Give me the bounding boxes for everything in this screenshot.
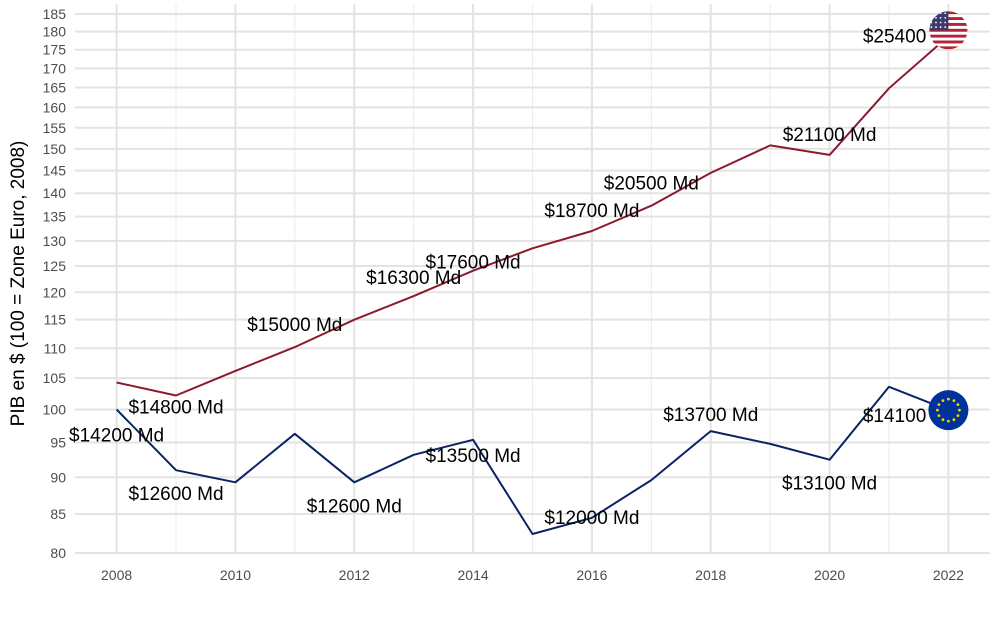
y-tick-label: 135 <box>43 209 67 225</box>
y-tick-label: 155 <box>43 120 67 136</box>
data-label: $13500 Md <box>426 446 521 467</box>
y-tick-label: 160 <box>43 99 67 115</box>
us-flag-star <box>930 16 933 19</box>
data-label: $12600 Md <box>307 496 402 517</box>
us-flag-star <box>935 16 937 19</box>
series-lines <box>115 35 950 535</box>
data-label: $18700 Md <box>544 201 639 222</box>
series-line-2 <box>115 385 949 535</box>
data-label: $21100 Md <box>783 125 877 146</box>
y-tick-label: 130 <box>43 233 67 249</box>
eu-flag-icon <box>928 390 969 431</box>
y-tick-label: 145 <box>43 163 67 179</box>
data-label: $13100 Md <box>782 474 877 495</box>
us-flag-stripe <box>929 40 968 44</box>
us-flag-star <box>939 12 942 15</box>
eu-flag-star <box>936 408 939 412</box>
us-flag-star <box>935 26 937 28</box>
y-axis-ticks: 80 85 90 95 100 105 110 115 120 125 130 135 140 145 15… <box>43 6 67 561</box>
y-tick-label: 150 <box>43 141 67 157</box>
y-tick-label: 185 <box>43 6 67 22</box>
y-axis-label: PIB en $ (100 = Zone Euro, 2008) <box>8 141 29 427</box>
series-flags <box>928 11 969 431</box>
us-flag-star <box>939 16 942 19</box>
x-tick-label: 2016 <box>576 567 607 583</box>
y-tick-label: 90 <box>50 469 66 485</box>
data-label: $14200 Md <box>69 426 164 447</box>
us-flag-star <box>944 21 947 24</box>
eu-flag-star <box>952 418 956 422</box>
eu-flag-star <box>956 414 960 418</box>
x-tick-label: 2022 <box>933 567 964 583</box>
x-tick-label: 2018 <box>695 567 726 583</box>
x-tick-label: 2012 <box>339 567 370 583</box>
y-tick-label: 110 <box>44 340 67 356</box>
y-tick-label: 140 <box>43 185 67 201</box>
eu-flag-star <box>937 414 941 418</box>
us-flag-star <box>930 21 933 24</box>
y-tick-label: 125 <box>43 258 67 274</box>
data-label: $12600 Md <box>128 484 223 505</box>
x-tick-label: 2008 <box>101 567 132 583</box>
eu-flag-star <box>952 399 956 403</box>
x-tick-label: 2010 <box>220 567 251 583</box>
eu-flag-star <box>956 403 960 407</box>
y-tick-label: 80 <box>50 545 66 561</box>
data-label: $16300 Md <box>366 268 461 289</box>
us-flag-star <box>939 21 942 24</box>
data-label: $15000 Md <box>247 315 342 336</box>
us-flag-star <box>935 21 937 24</box>
us-flag-star <box>944 12 947 15</box>
eu-flag-star <box>937 403 941 407</box>
eu-flag-star <box>947 397 950 401</box>
y-tick-label: 170 <box>43 60 67 76</box>
us-flag-star <box>930 26 933 28</box>
us-flag-stripe <box>929 46 968 50</box>
x-tick-label: 2014 <box>458 567 489 583</box>
y-tick-label: 175 <box>43 42 67 58</box>
y-tick-label: 180 <box>43 24 67 40</box>
us-flag-icon <box>929 11 968 50</box>
eu-flag-star <box>947 419 950 423</box>
data-label: $20500 Md <box>604 174 699 195</box>
data-label: $13700 Md <box>663 405 758 426</box>
us-flag-stripe <box>929 34 968 38</box>
y-tick-label: 85 <box>50 506 66 522</box>
grid-lines <box>75 4 990 554</box>
y-tick-label: 100 <box>43 402 67 418</box>
x-tick-label: 2020 <box>814 567 845 583</box>
x-axis-ticks: 2008 2010 2012 2014 2016 2018 2020 2022 <box>101 567 964 583</box>
y-tick-label: 120 <box>43 284 67 300</box>
series-line-1 <box>116 35 950 397</box>
data-label: $17600 Md <box>426 253 521 274</box>
y-tick-label: 95 <box>50 435 66 451</box>
y-tick-label: 115 <box>44 312 67 328</box>
eu-flag-star <box>941 399 945 403</box>
eu-flag-star <box>941 418 945 422</box>
y-tick-label: 105 <box>43 370 67 386</box>
us-flag-star <box>944 26 947 28</box>
data-label: $14800 Md <box>128 398 223 419</box>
us-flag-star <box>939 26 942 28</box>
data-labels: $14800 Md $15000 Md $16300 Md$17600 Md $187… <box>69 26 958 529</box>
y-tick-label: 165 <box>43 80 67 96</box>
eu-flag-field <box>928 390 969 431</box>
data-label: $12000 Md <box>544 508 639 529</box>
us-flag-star <box>944 16 947 19</box>
eu-flag-star <box>958 408 961 412</box>
